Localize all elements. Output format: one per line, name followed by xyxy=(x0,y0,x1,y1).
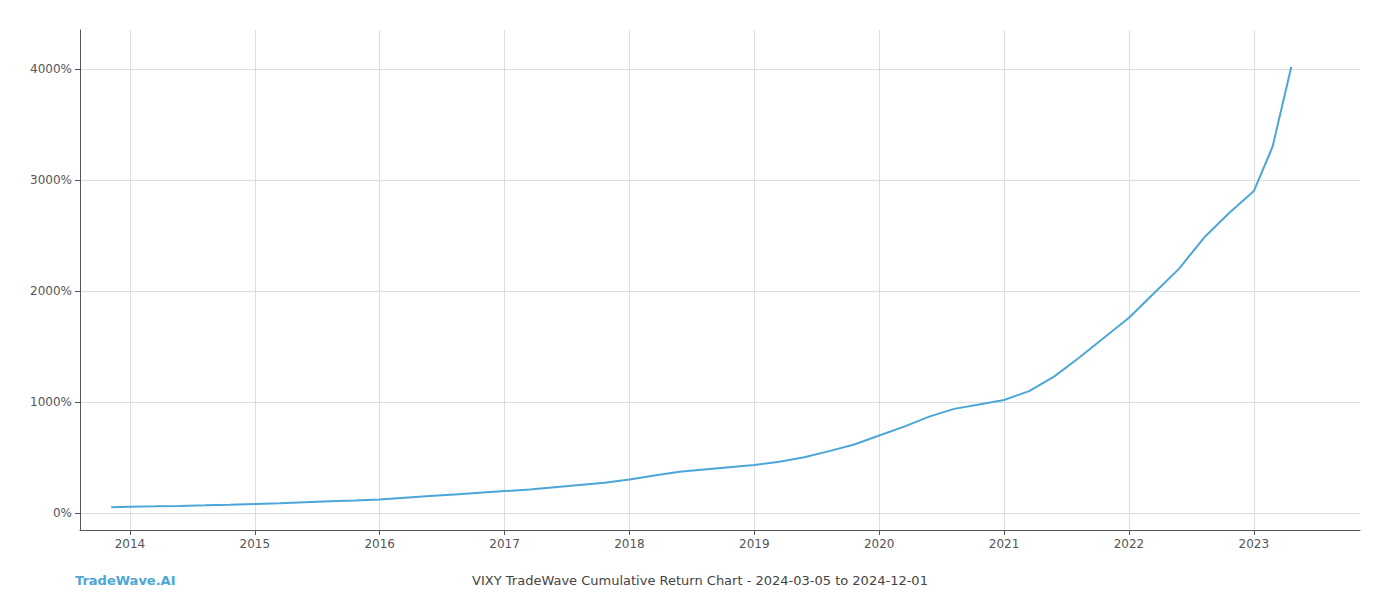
svg-text:2017: 2017 xyxy=(489,537,520,551)
svg-text:2000%: 2000% xyxy=(30,284,72,298)
svg-text:2022: 2022 xyxy=(1114,537,1145,551)
svg-text:VIXY TradeWave Cumulative Retu: VIXY TradeWave Cumulative Return Chart -… xyxy=(472,573,928,588)
svg-text:2014: 2014 xyxy=(115,537,146,551)
svg-text:2020: 2020 xyxy=(864,537,895,551)
svg-text:2019: 2019 xyxy=(739,537,770,551)
svg-text:2023: 2023 xyxy=(1239,537,1270,551)
svg-text:TradeWave.AI: TradeWave.AI xyxy=(75,573,176,588)
svg-text:0%: 0% xyxy=(53,506,72,520)
svg-text:2015: 2015 xyxy=(240,537,271,551)
svg-text:4000%: 4000% xyxy=(30,62,72,76)
svg-text:2016: 2016 xyxy=(364,537,395,551)
svg-text:2018: 2018 xyxy=(614,537,645,551)
svg-text:1000%: 1000% xyxy=(30,395,72,409)
svg-text:3000%: 3000% xyxy=(30,173,72,187)
svg-text:2021: 2021 xyxy=(989,537,1020,551)
